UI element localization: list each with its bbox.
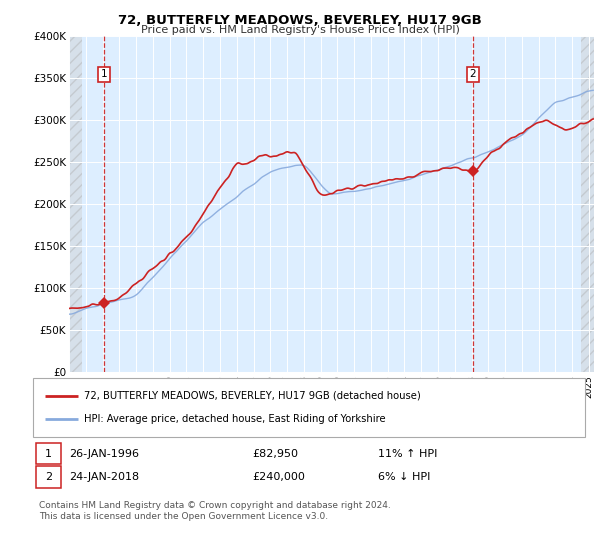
- Text: 26-JAN-1996: 26-JAN-1996: [69, 449, 139, 459]
- Text: 11% ↑ HPI: 11% ↑ HPI: [378, 449, 437, 459]
- Text: 72, BUTTERFLY MEADOWS, BEVERLEY, HU17 9GB: 72, BUTTERFLY MEADOWS, BEVERLEY, HU17 9G…: [118, 14, 482, 27]
- Text: £240,000: £240,000: [252, 472, 305, 482]
- Text: 2: 2: [45, 472, 52, 482]
- Text: Contains HM Land Registry data © Crown copyright and database right 2024.
This d: Contains HM Land Registry data © Crown c…: [39, 501, 391, 521]
- Text: 72, BUTTERFLY MEADOWS, BEVERLEY, HU17 9GB (detached house): 72, BUTTERFLY MEADOWS, BEVERLEY, HU17 9G…: [84, 391, 421, 401]
- Bar: [581, 36, 594, 372]
- Text: HPI: Average price, detached house, East Riding of Yorkshire: HPI: Average price, detached house, East…: [84, 414, 386, 424]
- Text: 2: 2: [469, 69, 476, 79]
- Text: 1: 1: [100, 69, 107, 79]
- Text: £82,950: £82,950: [252, 449, 298, 459]
- Text: 6% ↓ HPI: 6% ↓ HPI: [378, 472, 430, 482]
- Text: 24-JAN-2018: 24-JAN-2018: [69, 472, 139, 482]
- Text: 1: 1: [45, 449, 52, 459]
- Text: Price paid vs. HM Land Registry's House Price Index (HPI): Price paid vs. HM Land Registry's House …: [140, 25, 460, 35]
- Bar: [69, 36, 82, 372]
